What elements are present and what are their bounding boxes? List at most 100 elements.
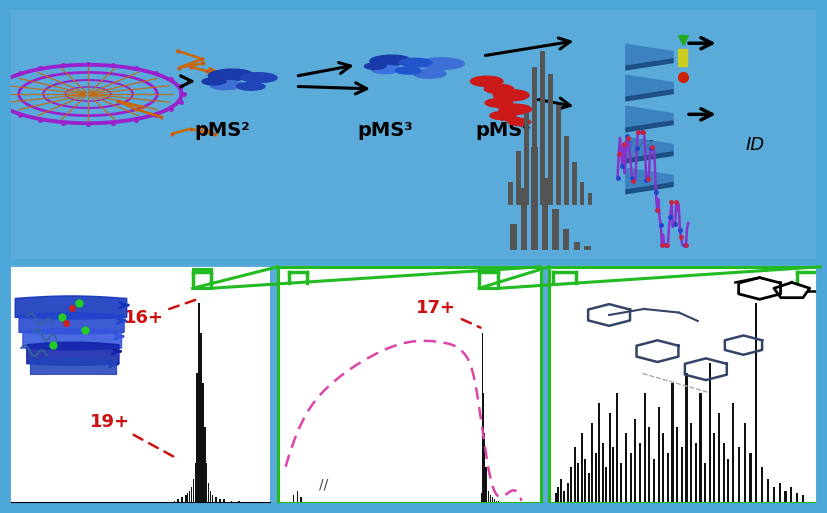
Bar bbox=[802, 495, 804, 503]
Text: //: // bbox=[318, 478, 327, 491]
Circle shape bbox=[499, 104, 532, 114]
Bar bbox=[197, 373, 198, 503]
Bar bbox=[728, 459, 729, 503]
Bar bbox=[653, 459, 655, 503]
Bar bbox=[643, 393, 646, 503]
Text: m/z: m/z bbox=[622, 136, 653, 154]
Bar bbox=[588, 473, 590, 503]
Bar bbox=[481, 493, 483, 503]
Bar bbox=[749, 453, 752, 503]
Bar bbox=[496, 501, 497, 503]
Bar bbox=[598, 403, 600, 503]
Bar bbox=[556, 105, 561, 205]
Bar bbox=[479, 269, 499, 288]
Text: pMS⁴: pMS⁴ bbox=[475, 121, 531, 140]
Text: 19+: 19+ bbox=[89, 413, 179, 460]
Bar bbox=[204, 427, 206, 503]
Bar bbox=[676, 427, 678, 503]
Circle shape bbox=[471, 76, 503, 86]
Bar bbox=[185, 495, 187, 503]
Bar bbox=[223, 499, 225, 503]
Bar bbox=[208, 483, 209, 503]
Bar bbox=[177, 499, 179, 503]
Bar bbox=[732, 403, 734, 503]
Bar bbox=[723, 443, 724, 503]
Bar bbox=[678, 49, 687, 66]
Bar bbox=[667, 453, 669, 503]
Bar bbox=[200, 333, 202, 503]
Bar bbox=[574, 242, 580, 250]
Bar bbox=[785, 491, 786, 503]
Bar bbox=[191, 487, 192, 503]
Bar bbox=[488, 491, 490, 503]
Bar bbox=[591, 423, 593, 503]
Bar bbox=[755, 303, 758, 503]
Bar bbox=[484, 433, 485, 503]
Bar bbox=[690, 423, 692, 503]
Bar bbox=[532, 67, 537, 205]
Bar bbox=[718, 413, 720, 503]
Bar bbox=[605, 467, 607, 503]
Bar bbox=[629, 453, 632, 503]
Bar bbox=[231, 501, 232, 503]
Bar bbox=[542, 178, 548, 250]
Bar bbox=[672, 383, 673, 503]
Bar bbox=[552, 209, 559, 250]
Bar bbox=[206, 463, 208, 503]
Bar bbox=[198, 303, 200, 503]
Bar bbox=[574, 447, 576, 503]
Bar bbox=[212, 495, 213, 503]
Bar bbox=[571, 162, 576, 205]
Text: 17+: 17+ bbox=[417, 299, 480, 328]
Bar bbox=[648, 427, 650, 503]
Bar bbox=[577, 463, 579, 503]
Circle shape bbox=[508, 119, 531, 126]
Bar bbox=[681, 447, 683, 503]
Bar bbox=[278, 267, 541, 503]
Bar bbox=[202, 383, 203, 503]
Bar bbox=[187, 493, 189, 503]
Bar bbox=[584, 459, 586, 503]
Bar bbox=[772, 487, 775, 503]
Bar bbox=[570, 467, 572, 503]
Bar bbox=[297, 491, 298, 503]
Bar bbox=[494, 499, 495, 503]
Bar bbox=[193, 269, 211, 288]
Bar bbox=[486, 483, 487, 503]
Ellipse shape bbox=[202, 77, 226, 85]
Circle shape bbox=[485, 84, 514, 93]
Bar bbox=[700, 393, 701, 503]
Ellipse shape bbox=[399, 58, 432, 67]
Bar bbox=[584, 246, 590, 250]
Text: pMS²: pMS² bbox=[194, 121, 250, 140]
Bar bbox=[601, 443, 604, 503]
Bar bbox=[791, 487, 792, 503]
Bar bbox=[482, 333, 484, 503]
Bar bbox=[293, 495, 294, 503]
Bar bbox=[238, 501, 240, 503]
Bar bbox=[485, 467, 486, 503]
Bar bbox=[639, 443, 641, 503]
Ellipse shape bbox=[237, 83, 265, 90]
Text: pMS³: pMS³ bbox=[357, 121, 413, 140]
Bar bbox=[216, 497, 217, 503]
Bar bbox=[516, 151, 521, 205]
Bar bbox=[588, 193, 592, 205]
Bar bbox=[620, 463, 623, 503]
Bar bbox=[219, 499, 221, 503]
Bar bbox=[612, 447, 614, 503]
Bar bbox=[615, 393, 618, 503]
Bar bbox=[595, 453, 597, 503]
Bar bbox=[634, 419, 636, 503]
Bar bbox=[714, 433, 715, 503]
Bar bbox=[483, 393, 484, 503]
Bar bbox=[767, 479, 769, 503]
Bar bbox=[540, 51, 545, 205]
Bar bbox=[194, 463, 196, 503]
Bar bbox=[521, 188, 527, 250]
Bar bbox=[564, 136, 569, 205]
Bar bbox=[300, 497, 302, 503]
Circle shape bbox=[485, 98, 513, 107]
Bar bbox=[510, 224, 517, 250]
Bar bbox=[709, 363, 711, 503]
